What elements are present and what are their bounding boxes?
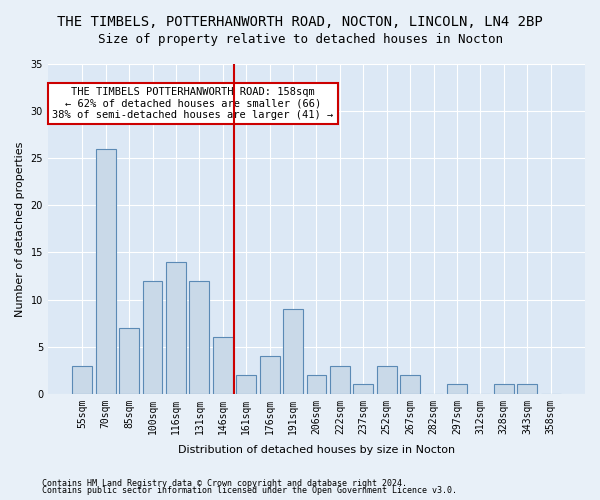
Bar <box>213 337 233 394</box>
Text: THE TIMBELS, POTTERHANWORTH ROAD, NOCTON, LINCOLN, LN4 2BP: THE TIMBELS, POTTERHANWORTH ROAD, NOCTON… <box>57 15 543 29</box>
Y-axis label: Number of detached properties: Number of detached properties <box>15 141 25 316</box>
Bar <box>377 366 397 394</box>
Bar <box>353 384 373 394</box>
Bar <box>143 280 163 394</box>
Bar <box>494 384 514 394</box>
Text: Size of property relative to detached houses in Nocton: Size of property relative to detached ho… <box>97 32 503 46</box>
Text: Contains public sector information licensed under the Open Government Licence v3: Contains public sector information licen… <box>42 486 457 495</box>
Bar <box>400 375 420 394</box>
X-axis label: Distribution of detached houses by size in Nocton: Distribution of detached houses by size … <box>178 445 455 455</box>
Bar <box>330 366 350 394</box>
Text: Contains HM Land Registry data © Crown copyright and database right 2024.: Contains HM Land Registry data © Crown c… <box>42 478 407 488</box>
Text: THE TIMBELS POTTERHANWORTH ROAD: 158sqm
← 62% of detached houses are smaller (66: THE TIMBELS POTTERHANWORTH ROAD: 158sqm … <box>52 87 334 120</box>
Bar <box>517 384 537 394</box>
Bar <box>236 375 256 394</box>
Bar <box>260 356 280 394</box>
Bar <box>307 375 326 394</box>
Bar <box>190 280 209 394</box>
Bar <box>447 384 467 394</box>
Bar <box>119 328 139 394</box>
Bar <box>73 366 92 394</box>
Bar <box>96 149 116 394</box>
Bar <box>166 262 186 394</box>
Bar <box>283 309 303 394</box>
